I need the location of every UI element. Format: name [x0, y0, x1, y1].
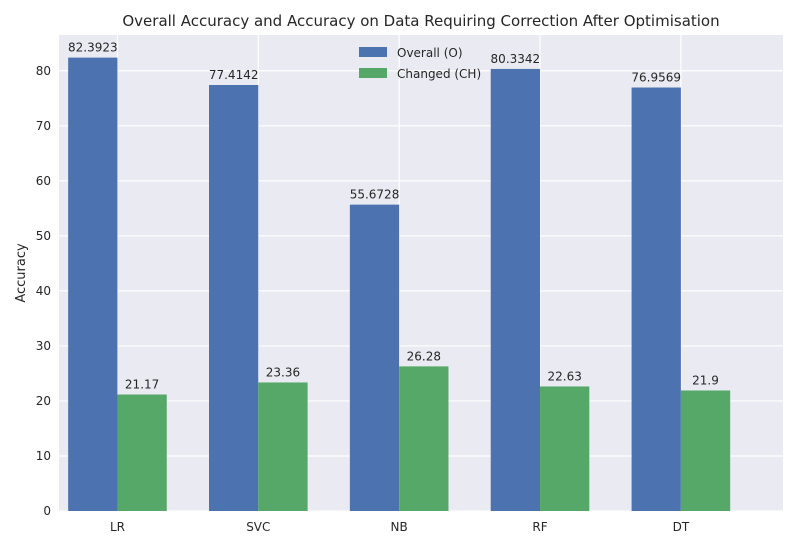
y-tick-label: 80	[36, 64, 51, 78]
y-tick-label: 50	[36, 229, 51, 243]
bar-overall-nb	[350, 205, 399, 511]
legend-label: Overall (O)	[397, 46, 463, 60]
data-label: 76.9569	[631, 71, 681, 85]
data-label: 80.3342	[491, 52, 541, 66]
y-axis-ticks: 0 10 20 30 40 50 60 70 80	[36, 64, 51, 518]
data-label: 21.9	[692, 373, 719, 387]
x-tick-label: SVC	[246, 520, 270, 534]
y-tick-label: 30	[36, 339, 51, 353]
x-tick-label: NB	[391, 520, 408, 534]
y-tick-label: 20	[36, 394, 51, 408]
legend-swatch	[359, 68, 387, 78]
data-label: 23.36	[266, 365, 300, 379]
data-label: 26.28	[407, 349, 441, 363]
y-tick-label: 10	[36, 449, 51, 463]
x-tick-label: LR	[110, 520, 125, 534]
bar-overall-dt	[632, 88, 681, 511]
data-label: 55.6728	[350, 188, 400, 202]
bar-overall-lr	[68, 58, 117, 511]
x-axis-ticks: LR SVC NB RF DT	[110, 520, 690, 534]
data-label: 22.63	[547, 369, 581, 383]
bar-changed-lr	[117, 395, 166, 511]
y-tick-label: 70	[36, 119, 51, 133]
data-label: 82.3923	[68, 41, 118, 55]
data-label: 21.17	[125, 378, 159, 392]
bar-overall-rf	[491, 69, 540, 511]
x-tick-label: RF	[532, 520, 547, 534]
y-tick-label: 60	[36, 174, 51, 188]
legend-label: Changed (CH)	[397, 67, 481, 81]
y-tick-label: 40	[36, 284, 51, 298]
y-tick-label: 0	[43, 504, 51, 518]
bar-changed-dt	[681, 390, 730, 511]
bar-changed-svc	[258, 382, 307, 511]
x-tick-label: DT	[673, 520, 690, 534]
bar-overall-svc	[209, 85, 258, 511]
bar-changed-nb	[399, 366, 448, 511]
chart-title: Overall Accuracy and Accuracy on Data Re…	[122, 12, 719, 30]
data-label: 77.4142	[209, 68, 259, 82]
legend-swatch	[359, 47, 387, 57]
bar-changed-rf	[540, 386, 589, 511]
y-axis-label: Accuracy	[14, 243, 29, 303]
